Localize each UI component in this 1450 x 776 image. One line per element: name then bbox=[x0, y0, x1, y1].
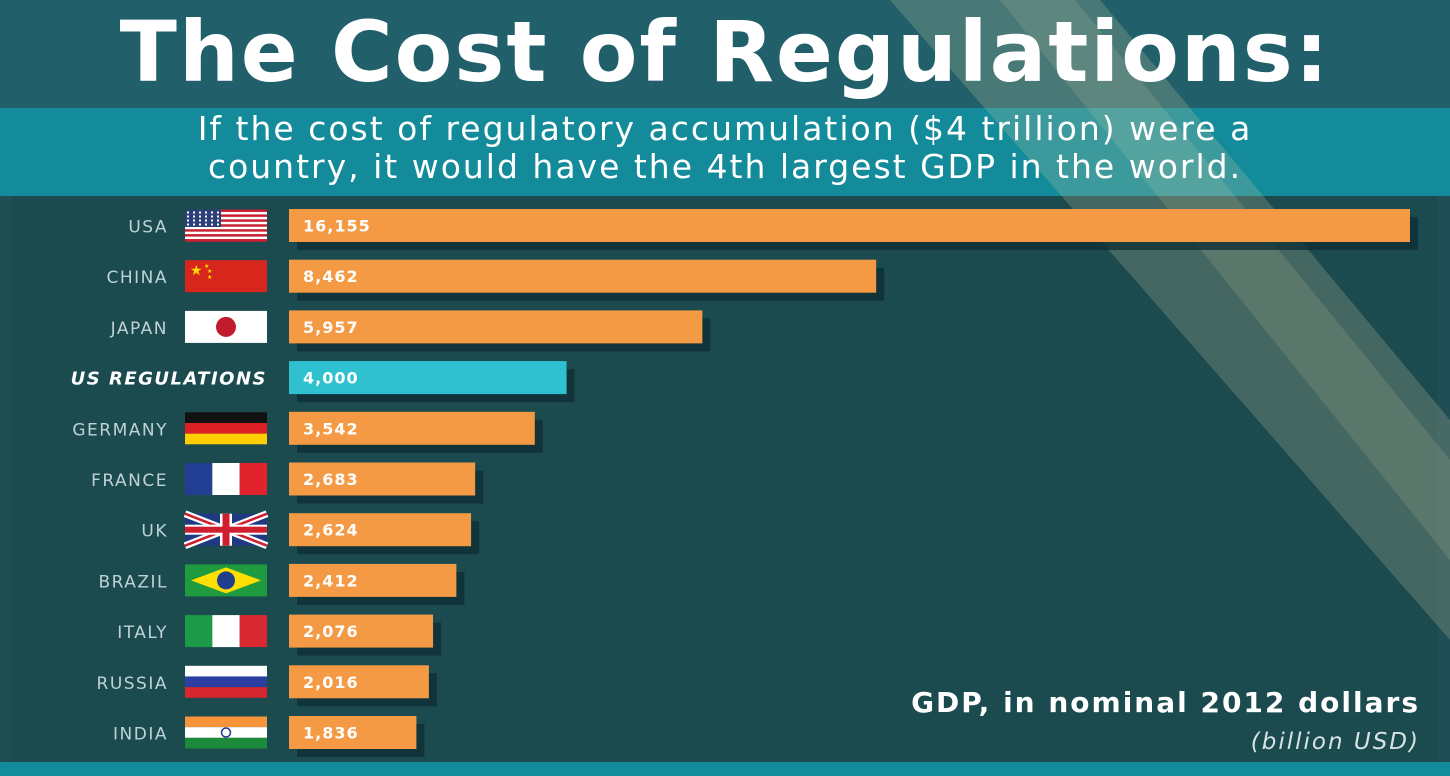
svg-text:★: ★ bbox=[207, 274, 212, 281]
value-label: 2,624 bbox=[303, 521, 359, 540]
bar-italy bbox=[289, 614, 434, 648]
germany-flag-icon bbox=[185, 412, 267, 445]
subtitle-line-2: country, it would have the 4th largest G… bbox=[207, 147, 1243, 186]
category-label: UK bbox=[141, 522, 168, 542]
value-label: 3,542 bbox=[303, 419, 359, 438]
value-label: 16,155 bbox=[303, 217, 371, 236]
unit-title: GDP, in nominal 2012 dollars bbox=[911, 686, 1420, 719]
category-label: FRANCE bbox=[91, 471, 168, 491]
category-label: GERMANY bbox=[72, 420, 168, 440]
category-label: INDIA bbox=[113, 725, 168, 745]
svg-text:★: ★ bbox=[207, 268, 212, 275]
value-label: 8,462 bbox=[303, 267, 359, 286]
value-label: 2,412 bbox=[303, 571, 359, 590]
category-label: RUSSIA bbox=[97, 674, 168, 694]
subtitle-line-1: If the cost of regulatory accumulation (… bbox=[197, 109, 1253, 148]
bar-china bbox=[289, 259, 877, 293]
value-label: 2,076 bbox=[303, 622, 359, 641]
bar-usa bbox=[289, 209, 1410, 242]
category-label: US REGULATIONS bbox=[71, 369, 267, 390]
usa-flag-icon bbox=[185, 209, 267, 242]
value-label: 2,016 bbox=[303, 673, 359, 692]
brazil-flag-icon bbox=[185, 564, 267, 597]
bar-russia bbox=[289, 665, 429, 699]
uk-flag-icon bbox=[183, 510, 269, 549]
bottom-strip bbox=[0, 762, 1450, 776]
svg-text:★: ★ bbox=[204, 263, 209, 270]
bar-japan bbox=[289, 310, 703, 344]
subtitle: If the cost of regulatory accumulation (… bbox=[0, 110, 1450, 186]
bar-germany bbox=[289, 411, 535, 445]
category-label: ITALY bbox=[117, 623, 168, 643]
svg-text:★: ★ bbox=[190, 263, 203, 279]
unit-subtitle: (billion USD) bbox=[1250, 729, 1420, 755]
japan-flag-icon bbox=[185, 310, 267, 343]
category-label: USA bbox=[128, 218, 168, 238]
bar-france bbox=[289, 462, 476, 496]
bar-us-regulations bbox=[289, 361, 567, 395]
value-label: 1,836 bbox=[303, 724, 359, 743]
china-flag-icon: ★ ★★★ bbox=[185, 260, 267, 293]
category-label: CHINA bbox=[106, 268, 168, 288]
bar-brazil bbox=[289, 563, 457, 597]
page-title: The Cost of Regulations: bbox=[119, 3, 1331, 101]
value-label: 2,683 bbox=[303, 470, 359, 489]
title-band bbox=[0, 0, 1450, 108]
category-label: JAPAN bbox=[110, 319, 168, 339]
russia-flag-icon bbox=[185, 665, 267, 698]
france-flag-icon bbox=[185, 463, 267, 495]
india-flag-icon bbox=[185, 716, 267, 749]
subtitle-band bbox=[0, 108, 1450, 196]
bar-uk bbox=[289, 513, 472, 547]
value-label: 4,000 bbox=[303, 369, 359, 388]
bar-india bbox=[289, 716, 417, 749]
value-label: 5,957 bbox=[303, 318, 359, 337]
category-label: BRAZIL bbox=[98, 572, 168, 592]
italy-flag-icon bbox=[185, 615, 267, 648]
